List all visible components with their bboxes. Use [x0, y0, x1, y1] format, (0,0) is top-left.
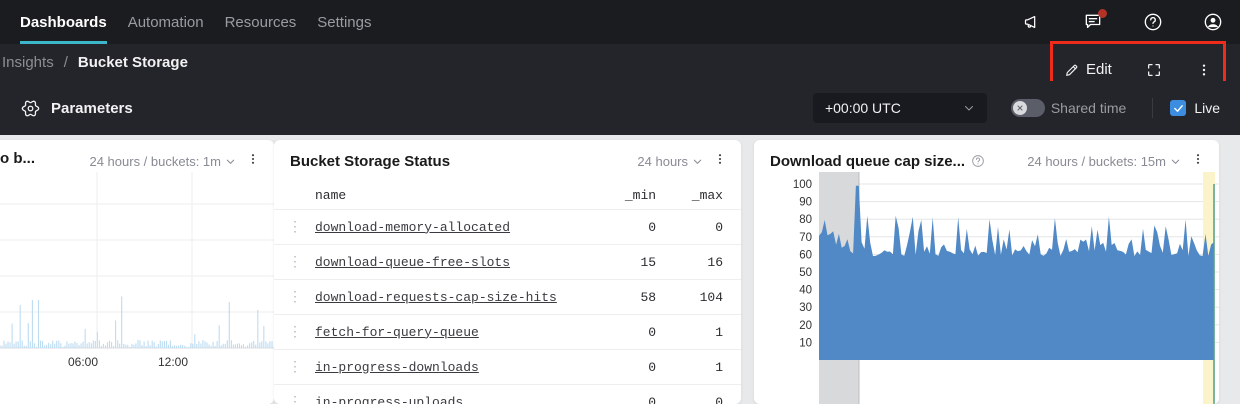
svg-text:30: 30 — [799, 302, 812, 314]
svg-text:12:00: 12:00 — [158, 355, 188, 369]
svg-text:70: 70 — [799, 232, 812, 244]
svg-text:20: 20 — [799, 320, 812, 332]
svg-text:100: 100 — [793, 179, 812, 191]
svg-text:10: 10 — [799, 337, 812, 349]
svg-text:40: 40 — [799, 285, 812, 297]
svg-text:80: 80 — [799, 214, 812, 226]
svg-text:06:00: 06:00 — [68, 355, 98, 369]
svg-text:60: 60 — [799, 249, 812, 261]
svg-text:50: 50 — [799, 267, 812, 279]
svg-text:90: 90 — [799, 197, 812, 209]
